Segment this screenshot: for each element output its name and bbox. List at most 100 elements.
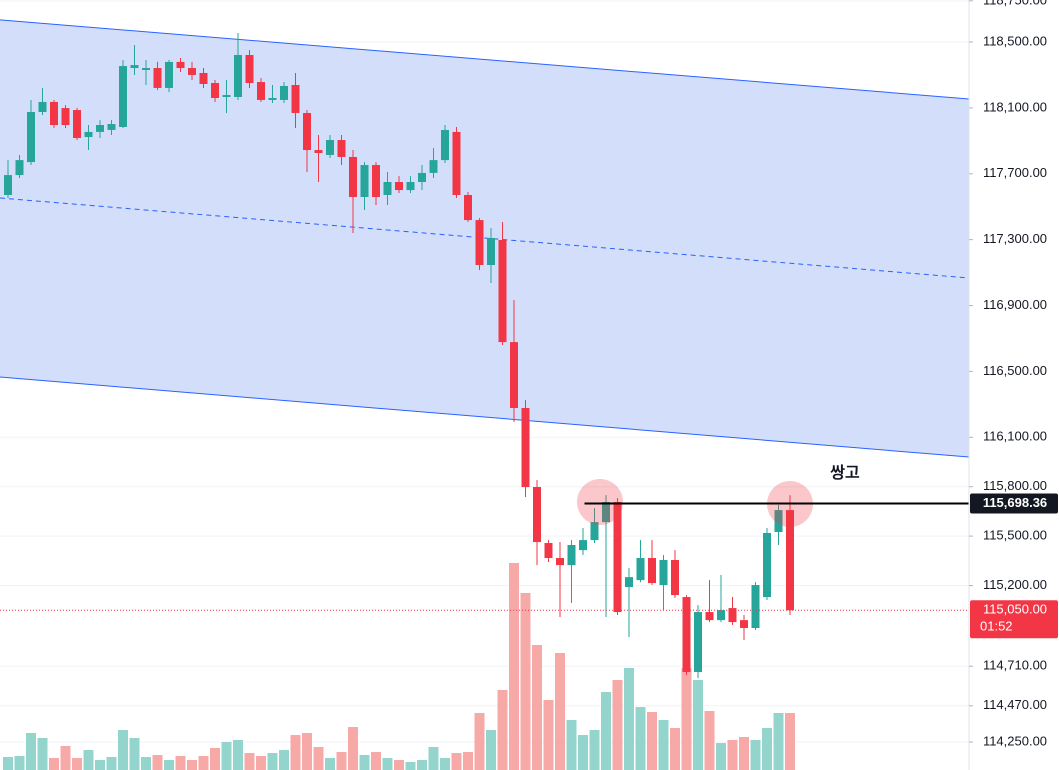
candles — [4, 32, 794, 679]
candle-body — [176, 61, 185, 69]
y-tick-label: 116,900.00 — [983, 297, 1047, 312]
volume-bar — [26, 733, 36, 770]
candle-body — [383, 182, 392, 196]
y-tick-label: 115,800.00 — [983, 478, 1047, 493]
candle-body — [475, 220, 484, 266]
volume-bar — [313, 747, 324, 770]
channel-upper — [0, 19, 970, 100]
volume-bar — [532, 645, 542, 770]
candle-body — [50, 101, 58, 126]
candle-body — [452, 131, 461, 196]
volume-bar — [72, 758, 82, 770]
candle-body — [234, 55, 242, 98]
candle-body — [372, 165, 380, 197]
current-price-label: 115,050.00 — [983, 602, 1047, 617]
candle-body — [280, 85, 288, 100]
candle-body — [96, 125, 104, 132]
candle-body — [61, 108, 70, 126]
highlight-circle — [577, 479, 623, 525]
candle-body — [211, 83, 219, 98]
y-tick-label: 118,500.00 — [983, 33, 1047, 48]
candle-body — [406, 182, 415, 191]
volume-bar — [463, 752, 473, 770]
y-tick-label: 117,700.00 — [983, 165, 1047, 180]
candle-body — [107, 124, 116, 130]
candle-body — [360, 165, 369, 197]
current-price-box — [970, 600, 1058, 639]
volume-bar — [267, 753, 278, 770]
volume-bar — [543, 700, 554, 770]
price-axis: 118,750.00 118,500.00 118,100.00 117,700.00… — [969, 0, 1058, 748]
candle-body — [188, 68, 196, 75]
volume-bar — [762, 728, 772, 770]
volume-bar — [175, 756, 186, 770]
candle-body — [119, 66, 127, 127]
candle-body — [556, 558, 564, 566]
volume-bar — [49, 758, 59, 770]
candle-body — [291, 84, 300, 113]
volume-bar — [302, 733, 312, 770]
volume-bar — [359, 755, 370, 770]
volume-bar — [486, 730, 496, 770]
candle-body — [602, 502, 610, 523]
channel-middle — [0, 197, 970, 279]
y-tick-label: 118,750.00 — [983, 0, 1047, 7]
candle-body — [717, 610, 725, 621]
volume-bar — [187, 760, 197, 770]
volume-bar — [95, 760, 105, 770]
candle-body — [751, 585, 760, 629]
volume-bar — [497, 690, 508, 770]
candle-body — [245, 55, 254, 84]
volume-bar — [290, 735, 301, 770]
candle-body — [326, 140, 334, 155]
candle-body — [487, 238, 495, 266]
candle-body — [142, 68, 150, 70]
candle-body — [418, 172, 426, 182]
volume-bar — [417, 760, 427, 770]
candle-body — [579, 540, 587, 551]
candle-body — [464, 195, 472, 221]
candle-body — [268, 98, 277, 100]
candle-body — [429, 160, 438, 173]
volume-bar — [14, 756, 25, 770]
candle-body — [567, 545, 576, 566]
countdown-label: 01:52 — [980, 619, 1013, 634]
volume-bar — [474, 713, 485, 770]
overlays — [0, 502, 969, 611]
annotation: 쌍고 — [830, 464, 860, 482]
volume-bar — [658, 720, 669, 770]
candle-body — [73, 110, 81, 139]
candle-body — [510, 342, 518, 408]
volume-bar — [428, 747, 439, 770]
candle-body — [257, 82, 265, 100]
candle-body — [153, 68, 162, 88]
volume-bar — [371, 752, 381, 770]
volume-bar — [405, 762, 416, 770]
candle-body — [15, 160, 24, 176]
candle-body — [84, 131, 93, 138]
volume-bar — [382, 758, 393, 770]
candle-body — [613, 502, 622, 613]
candle-body — [27, 112, 35, 163]
candle-body — [636, 558, 645, 581]
volume-bar — [106, 757, 117, 770]
candle-body — [395, 182, 403, 191]
volume-bar — [681, 668, 692, 770]
volume-bar — [555, 653, 565, 770]
volume-bar — [750, 740, 761, 770]
candle-body — [728, 608, 737, 623]
candle-body — [314, 150, 323, 154]
volume-bar — [739, 737, 749, 770]
volume-bar — [325, 758, 335, 770]
candle-body — [625, 577, 633, 588]
candle-body — [498, 239, 507, 343]
volume-bar — [152, 755, 163, 770]
y-tick-label: 118,100.00 — [983, 99, 1047, 114]
y-tick-label: 114,470.00 — [983, 697, 1047, 712]
y-tick-label: 115,200.00 — [983, 577, 1047, 592]
y-tick-label: 116,500.00 — [983, 363, 1047, 378]
y-tick-label: 114,710.00 — [983, 658, 1047, 673]
candle-body — [648, 558, 656, 584]
volume-bar — [693, 680, 703, 770]
